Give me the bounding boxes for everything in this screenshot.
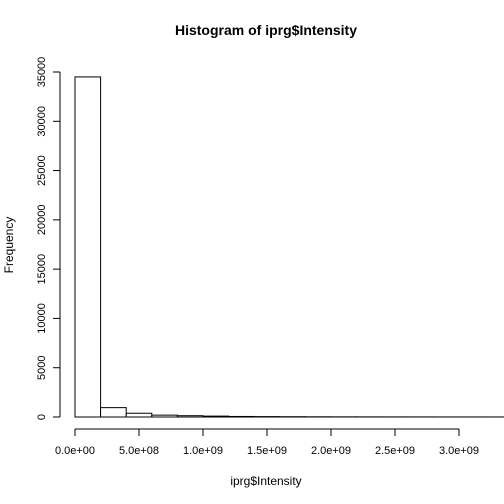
x-tick-label: 5.0e+08	[119, 445, 159, 457]
y-tick-label: 15000	[36, 254, 48, 285]
histogram-bar	[228, 415, 255, 418]
histogram-bar	[125, 412, 153, 418]
y-tick-label: 30000	[36, 106, 48, 137]
y-tick-label: 0	[36, 414, 48, 420]
y-tick-label: 25000	[36, 155, 48, 186]
y-tick-label: 20000	[36, 205, 48, 236]
x-axis: 0.0e+00 5.0e+08 1.0e+09 1.5e+09 2.0e+09 2.5e+…	[55, 428, 479, 457]
x-tick-label: 2.0e+09	[311, 445, 351, 457]
x-axis-label: iprg$Intensity	[230, 474, 301, 488]
histogram-bar	[202, 415, 230, 418]
histogram-bar	[100, 407, 127, 418]
bars-group	[74, 76, 504, 418]
y-tick-label: 35000	[36, 57, 48, 88]
histogram-bar	[151, 414, 178, 418]
x-tick-label: 2.5e+09	[375, 445, 415, 457]
x-tick-label: 1.5e+09	[247, 445, 287, 457]
y-tick-label: 10000	[36, 303, 48, 334]
histogram-bar	[176, 415, 204, 418]
y-axis-label: Frequency	[2, 217, 16, 274]
y-axis: 0 5000 10000 15000 20000 25000 30000 35000	[36, 57, 61, 420]
y-tick-label: 5000	[36, 355, 48, 379]
chart-title: Histogram of iprg$Intensity	[175, 22, 357, 38]
x-tick-label: 0.0e+00	[55, 445, 95, 457]
x-tick-label: 3.0e+09	[439, 445, 479, 457]
histogram-bar	[74, 76, 102, 418]
x-tick-label: 1.0e+09	[183, 445, 223, 457]
